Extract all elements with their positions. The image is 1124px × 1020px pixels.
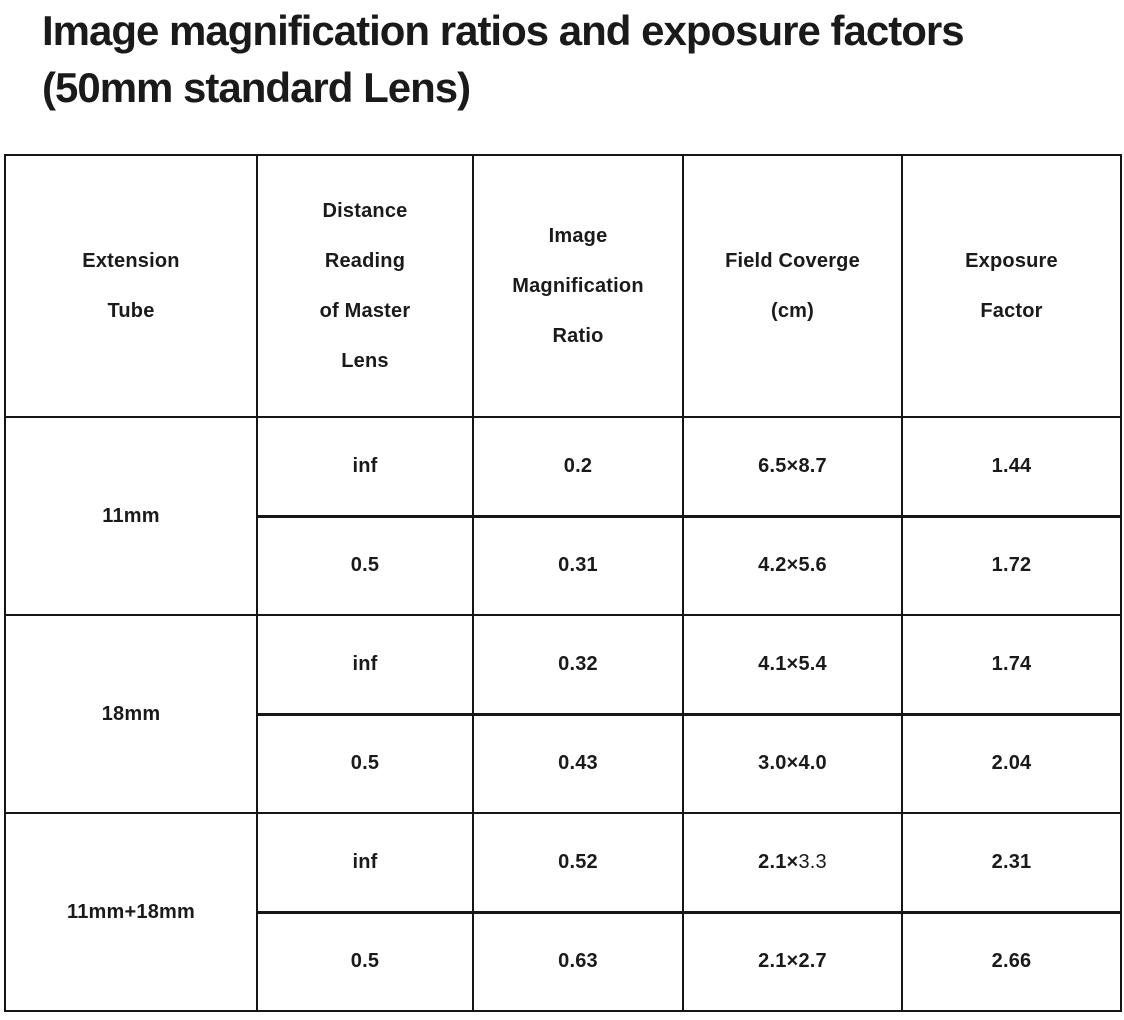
col-header-extension-tube: Extension Tube [4, 154, 258, 418]
exposure-factor-cell: 1.44 [901, 416, 1122, 517]
field-coverage-cell: 6.5×8.7 [682, 416, 903, 517]
distance-cell: inf [256, 812, 474, 913]
header-line: Tube [107, 300, 155, 322]
extension-tube-cell: 11mm+18mm [4, 812, 258, 1012]
header-line: Exposure [965, 250, 1058, 272]
header-line: of Master [319, 300, 411, 322]
page-title: Image magnification ratios and exposure … [42, 2, 1104, 116]
field-coverage-cell: 4.2×5.6 [682, 514, 903, 616]
header-line: Lens [341, 350, 389, 372]
page-title-line-1: Image magnification ratios and exposure … [42, 7, 965, 54]
exposure-factor-cell: 2.31 [901, 812, 1122, 913]
field-coverage-cell: 2.1×3.3 [682, 812, 903, 913]
header-line: Reading [324, 250, 406, 272]
table-row: 0.5 0.63 2.1×2.7 2.66 [5, 910, 1122, 1012]
col-header-exposure-factor: Exposure Factor [901, 154, 1122, 418]
table-row: 11mm+18mm inf 0.52 2.1×3.3 2.31 [4, 812, 1122, 1012]
header-line: (cm) [770, 300, 815, 322]
magnification-ratio-cell: 0.31 [472, 514, 684, 616]
magnification-table: Extension Tube Distance Reading of Maste… [4, 154, 1122, 1012]
table-row: 11mm inf 0.2 6.5×8.7 1.44 [4, 416, 1122, 616]
col-header-distance-reading: Distance Reading of Master Lens [256, 154, 474, 418]
exposure-factor-cell: 2.66 [901, 910, 1122, 1012]
header-line: Extension [82, 250, 180, 272]
header-line: Image [548, 225, 608, 247]
header-line: Ratio [552, 325, 604, 347]
coverage-light-part: 3.3 [798, 850, 827, 873]
exposure-factor-cell: 2.04 [901, 712, 1122, 814]
exposure-factor-cell: 1.72 [901, 514, 1122, 616]
field-coverage-cell: 2.1×2.7 [682, 910, 903, 1012]
col-header-field-coverage: Field Coverge (cm) [682, 154, 903, 418]
table-header-row: Extension Tube Distance Reading of Maste… [4, 154, 1122, 418]
magnification-ratio-cell: 0.52 [472, 812, 684, 913]
field-coverage-cell: 4.1×5.4 [682, 614, 903, 715]
distance-cell: inf [256, 416, 474, 517]
magnification-ratio-cell: 0.43 [472, 712, 684, 814]
header-line: Field Coverge [725, 250, 860, 272]
magnification-ratio-cell: 0.2 [472, 416, 684, 517]
distance-cell: 0.5 [256, 514, 474, 616]
col-header-image-magnification-ratio: Image Magnification Ratio [472, 154, 684, 418]
table-row: 0.5 0.31 4.2×5.6 1.72 [5, 514, 1122, 616]
distance-cell: inf [256, 614, 474, 715]
extension-tube-cell: 11mm [4, 416, 258, 616]
extension-tube-cell: 18mm [4, 614, 258, 814]
table-row: 18mm inf 0.32 4.1×5.4 1.74 [4, 614, 1122, 814]
coverage-bold-part: 2.1× [758, 850, 799, 873]
magnification-ratio-cell: 0.63 [472, 910, 684, 1012]
page-title-line-2: (50mm standard Lens) [42, 64, 471, 111]
field-coverage-cell: 3.0×4.0 [682, 712, 903, 814]
distance-cell: 0.5 [256, 910, 474, 1012]
table-row: 0.5 0.43 3.0×4.0 2.04 [5, 712, 1122, 814]
header-line: Distance [322, 200, 408, 222]
header-line: Magnification [512, 275, 644, 297]
header-line: Factor [980, 300, 1043, 322]
exposure-factor-cell: 1.74 [901, 614, 1122, 715]
distance-cell: 0.5 [256, 712, 474, 814]
magnification-ratio-cell: 0.32 [472, 614, 684, 715]
